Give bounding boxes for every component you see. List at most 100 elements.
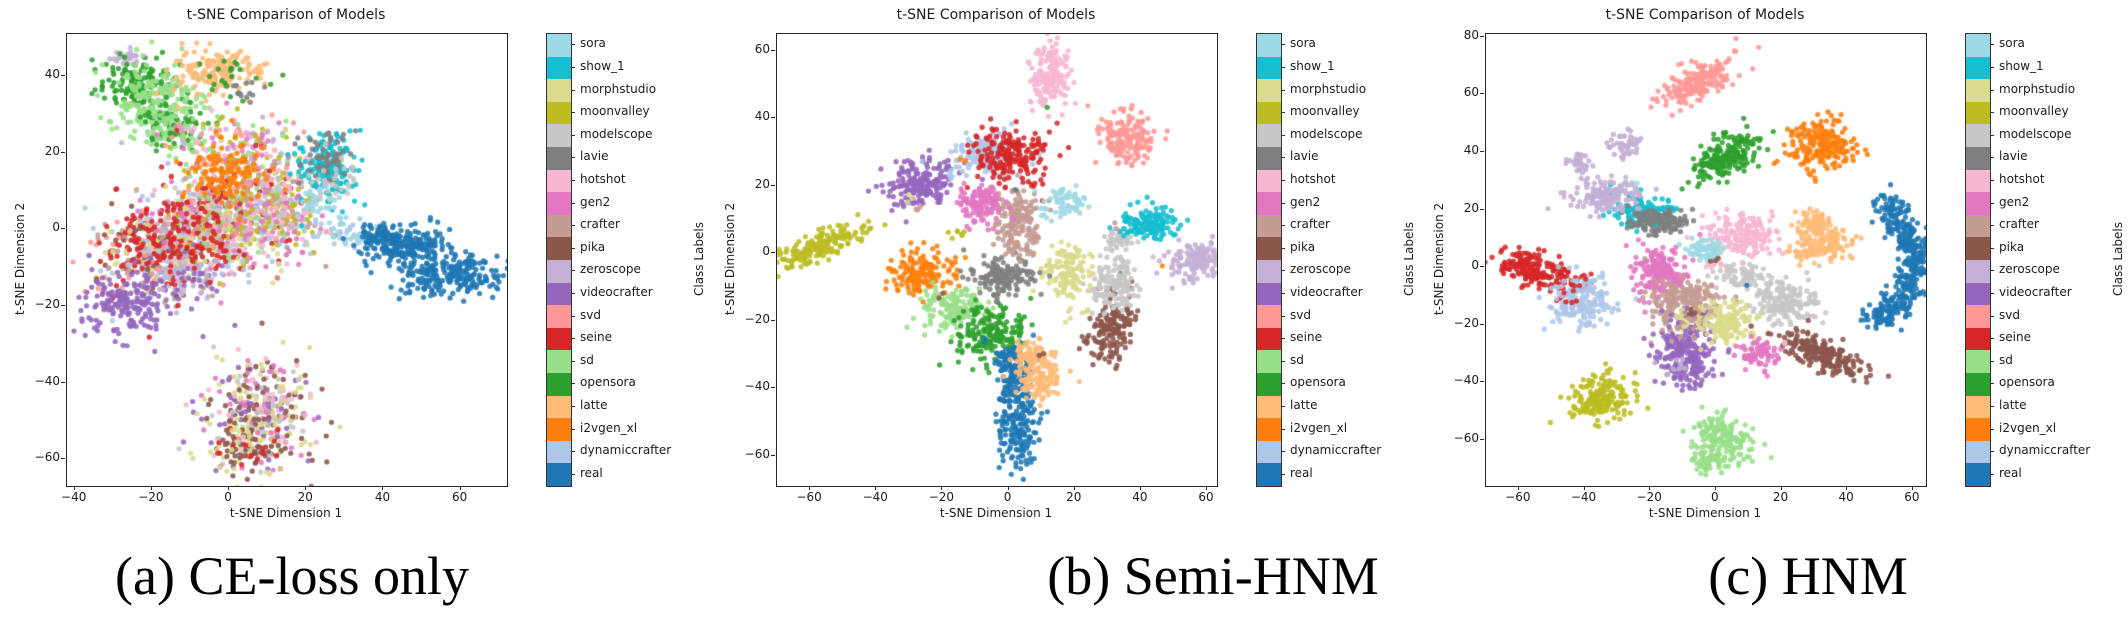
y-tick-label: 60 [1463,85,1479,100]
y-tick-mark [61,151,65,153]
x-tick-mark [228,486,230,490]
colorbar-segment-sd [1257,350,1281,373]
y-tick-mark [771,117,775,119]
axes-area [776,33,1218,487]
colorbar-tick [1281,225,1285,227]
colorbar-label-i2vgen_xl: i2vgen_xl [1290,420,1348,435]
x-tick-mark [1911,486,1913,490]
colorbar-label-pika: pika [580,239,606,254]
colorbar-label-lavie: lavie [1290,149,1319,164]
colorbar-label-dynamiccrafter: dynamiccrafter [1999,443,2091,458]
colorbar-tick [571,157,575,159]
colorbar-segment-svd [547,305,571,328]
x-tick-label: 40 [374,490,391,504]
scatter-canvas [1486,34,1926,486]
y-tick-label: 80 [1463,27,1479,42]
colorbar-tick [1281,451,1285,453]
y-tick-mark [1480,266,1484,268]
colorbar-label-hotshot: hotshot [580,171,626,186]
colorbar-tick [571,405,575,407]
colorbar-label-videocrafter: videocrafter [1290,284,1363,299]
colorbar-segment-opensora [1966,372,1990,396]
y-tick-mark [1480,323,1484,325]
x-tick-label: −20 [138,490,164,504]
colorbar-label-videocrafter: videocrafter [580,284,653,299]
colorbar-label-real: real [580,465,603,480]
colorbar-tick [1281,473,1285,475]
y-tick-mark [61,75,65,77]
colorbar-tick [1990,270,1994,272]
colorbar-tick [1281,179,1285,181]
colorbar-label-seine: seine [580,330,612,345]
colorbar-segment-opensora [1257,372,1281,396]
colorbar-label-dynamiccrafter: dynamiccrafter [1290,443,1382,458]
tsne-panel-c: t-SNE Comparison of Models t-SNE Dimensi… [1419,0,2128,535]
colorbar-segment-zeroscope [547,259,571,283]
colorbar-segment-sora [1257,34,1281,57]
y-tick-label: 0 [1471,258,1479,273]
colorbar-label-show_1: show_1 [580,58,625,73]
colorbar-segment-opensora [547,372,571,396]
x-tick-label: 0 [1711,490,1719,504]
colorbar-tick [571,44,575,46]
colorbar-tick [1990,451,1994,453]
y-tick-mark [771,49,775,51]
colorbar-tick [571,428,575,430]
x-tick-label: 20 [1772,490,1789,504]
x-tick-label: 40 [1838,490,1854,504]
colorbar-label-morphstudio: morphstudio [1290,81,1367,96]
x-tick-mark [459,486,461,490]
colorbar-label-gen2: gen2 [580,194,611,209]
colorbar-label-sd: sd [580,352,594,367]
y-tick-mark [1480,438,1484,440]
colorbar-tick [1990,405,1994,407]
colorbar-tick [1990,89,1994,91]
colorbar-label-zeroscope: zeroscope [1290,262,1351,277]
subfigure-captions: (a) CE-loss only (b) Semi-HNM (c) HNM [0,535,2128,641]
colorbar-tick [1990,383,1994,385]
colorbar-segment-sora [1966,34,1990,57]
colorbar-label-moonvalley: moonvalley [580,104,650,119]
colorbar-label-gen2: gen2 [1999,194,2030,209]
colorbar-segment-morphstudio [1966,79,1990,102]
y-tick-label: 20 [754,176,770,191]
x-tick-mark [1846,486,1848,490]
colorbar-tick [571,360,575,362]
y-tick-label: −20 [34,296,60,311]
colorbar-tick [1281,89,1285,91]
plot-title: t-SNE Comparison of Models [1605,7,1805,23]
colorbar-label-latte: latte [1999,397,2027,412]
colorbar-tick [1990,473,1994,475]
x-tick-mark [1583,486,1585,490]
x-tick-label: 20 [297,490,313,504]
colorbar-tick [571,66,575,68]
colorbar-label-svd: svd [1999,307,2020,322]
colorbar-segment-zeroscope [1257,259,1281,283]
y-tick-label: −20 [744,311,770,326]
y-tick-mark [771,387,775,389]
x-tick-label: −40 [1570,490,1597,504]
x-tick-mark [1206,486,1208,490]
x-tick-mark [1714,486,1716,490]
colorbar-label-modelscope: modelscope [580,126,653,141]
colorbar-tick [1281,202,1285,204]
x-tick-label: −40 [862,490,888,504]
x-axis-label: t-SNE Dimension 1 [1648,506,1762,520]
colorbar-label-svd: svd [580,307,601,322]
colorbar-label-zeroscope: zeroscope [1999,262,2060,277]
colorbar-label-morphstudio: morphstudio [1999,81,2076,96]
y-tick-mark [1480,93,1484,95]
colorbar-segment-svd [1257,305,1281,328]
colorbar-segment-latte [547,395,571,419]
colorbar-segment-i2vgen_xl [547,418,571,441]
colorbar-segment-videocrafter [1257,282,1281,306]
colorbar-tick [571,89,575,91]
colorbar-tick [571,112,575,114]
x-tick-label: −20 [1636,490,1662,504]
y-tick-label: 0 [52,220,60,235]
colorbar-tick [1281,44,1285,46]
caption-a: (a) CE-loss only [115,546,469,606]
y-tick-mark [1480,381,1484,383]
axes-area [66,33,508,487]
colorbar-segment-show_1 [1257,56,1281,80]
